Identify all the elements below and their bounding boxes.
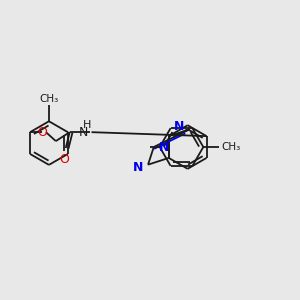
Text: N: N: [133, 161, 143, 174]
Text: N: N: [79, 126, 88, 139]
Text: O: O: [37, 126, 47, 139]
Text: O: O: [59, 153, 69, 166]
Text: CH₃: CH₃: [221, 142, 240, 152]
Text: N: N: [174, 120, 184, 133]
Text: H: H: [83, 120, 92, 130]
Text: CH₃: CH₃: [39, 94, 58, 104]
Text: N: N: [159, 140, 169, 154]
